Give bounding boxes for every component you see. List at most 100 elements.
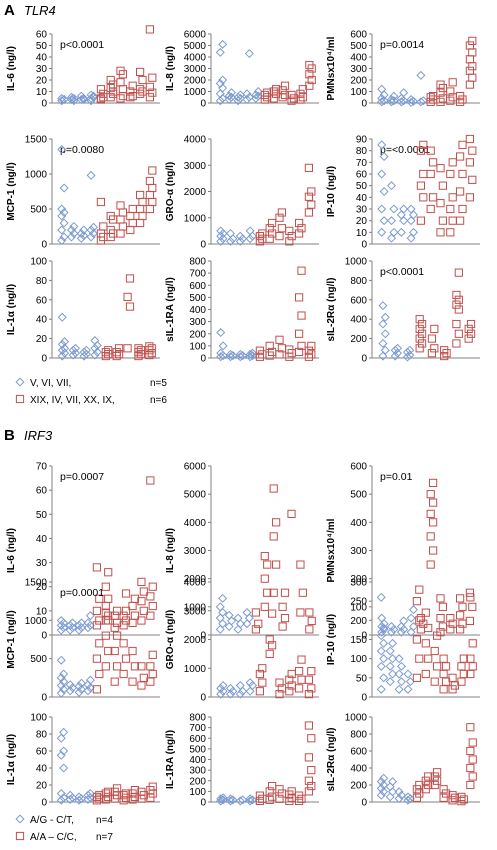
data-point-square bbox=[448, 193, 457, 202]
data-point-diamond bbox=[218, 75, 228, 85]
data-point-square bbox=[147, 344, 156, 353]
data-point-square bbox=[415, 654, 424, 663]
data-point-diamond bbox=[408, 605, 419, 615]
data-point-diamond bbox=[57, 339, 67, 349]
data-point-square bbox=[448, 796, 457, 805]
data-point-square bbox=[251, 608, 260, 617]
data-point-diamond bbox=[379, 673, 389, 683]
data-point-square bbox=[433, 662, 442, 671]
data-point-diamond bbox=[60, 337, 70, 347]
data-point-diamond bbox=[399, 216, 409, 226]
panel-a-gene: TLR4 bbox=[24, 3, 56, 18]
data-point-diamond bbox=[56, 788, 66, 799]
data-point-square bbox=[430, 677, 439, 686]
data-point-diamond bbox=[235, 680, 245, 691]
data-point-square bbox=[277, 224, 286, 233]
data-point-diamond bbox=[251, 93, 261, 103]
data-point-diamond bbox=[379, 186, 389, 197]
data-point-square bbox=[148, 782, 157, 791]
y-tick-label: 800 bbox=[189, 257, 206, 268]
data-point-square bbox=[305, 70, 314, 79]
y-tick-label: 20 bbox=[36, 76, 48, 87]
data-point-square bbox=[465, 41, 474, 50]
data-point-square bbox=[260, 602, 269, 611]
chart-4: 0 1000 2000 3000 4000 GRO-α (ng/l) bbox=[165, 135, 319, 251]
data-point-square bbox=[464, 324, 473, 333]
data-point-square bbox=[92, 621, 101, 630]
data-point-square bbox=[118, 222, 128, 231]
data-point-square bbox=[439, 685, 448, 694]
data-point-diamond bbox=[225, 794, 236, 804]
data-point-diamond bbox=[378, 338, 388, 348]
data-point-square bbox=[148, 197, 157, 207]
data-point-diamond bbox=[416, 97, 426, 107]
data-point-square bbox=[125, 274, 135, 283]
data-point-square bbox=[275, 350, 284, 359]
data-point-diamond bbox=[65, 680, 75, 690]
data-point-diamond bbox=[83, 623, 93, 633]
data-point-diamond bbox=[57, 93, 67, 103]
data-point-diamond bbox=[389, 204, 399, 214]
data-point-square bbox=[106, 75, 115, 85]
data-point-diamond bbox=[79, 95, 89, 105]
data-point-square bbox=[412, 785, 421, 794]
data-point-square bbox=[456, 187, 465, 196]
data-point-diamond bbox=[224, 95, 234, 105]
y-tick-label: 0 bbox=[200, 354, 206, 365]
data-point-diamond bbox=[245, 686, 255, 696]
data-point-square bbox=[295, 796, 304, 806]
data-point-diamond bbox=[56, 625, 66, 635]
data-point-diamond bbox=[245, 234, 255, 244]
data-point-diamond bbox=[59, 763, 69, 773]
data-point-diamond bbox=[74, 687, 84, 697]
data-point-square bbox=[136, 190, 145, 200]
y-tick-label: 0 bbox=[200, 99, 206, 110]
data-point-square bbox=[136, 204, 145, 214]
data-point-square bbox=[146, 476, 155, 485]
data-point-square bbox=[263, 588, 272, 597]
legend-label: V, VI, VII, bbox=[30, 378, 71, 389]
data-point-square bbox=[307, 75, 316, 85]
data-point-diamond bbox=[69, 221, 79, 232]
y-tick-label: 200 bbox=[350, 781, 367, 792]
data-point-square bbox=[148, 88, 157, 97]
data-point-square bbox=[417, 329, 427, 338]
data-point-square bbox=[426, 146, 435, 155]
data-point-diamond bbox=[379, 638, 389, 648]
y-tick-label: 10 bbox=[36, 606, 48, 617]
data-point-diamond bbox=[216, 689, 226, 699]
data-point-square bbox=[456, 97, 465, 106]
data-point-square bbox=[430, 324, 439, 333]
data-point-square bbox=[110, 611, 119, 620]
data-point-square bbox=[109, 87, 118, 96]
data-point-square bbox=[468, 146, 477, 155]
data-point-square bbox=[295, 293, 304, 302]
y-tick-label: 100 bbox=[189, 787, 206, 798]
data-point-diamond bbox=[76, 228, 86, 239]
y-tick-label: 10 bbox=[36, 87, 48, 98]
data-point-diamond bbox=[376, 777, 386, 787]
y-tick-label: 500 bbox=[30, 205, 47, 216]
data-point-square bbox=[297, 675, 306, 684]
data-point-square bbox=[145, 342, 154, 351]
data-point-square bbox=[427, 349, 437, 358]
chart-13: 0 1000 2000 3000 4000 GRO-α (ng/l) bbox=[165, 578, 319, 704]
y-axis-label: IL-6 (ng/l) bbox=[6, 46, 17, 91]
y-tick-label: 500 bbox=[189, 293, 206, 304]
data-point-diamond bbox=[389, 227, 399, 237]
data-point-square bbox=[275, 678, 284, 687]
data-point-square bbox=[305, 60, 314, 70]
data-point-diamond bbox=[56, 795, 66, 805]
data-point-diamond bbox=[57, 144, 67, 155]
data-point-diamond bbox=[86, 170, 96, 180]
y-tick-label: 2000 bbox=[184, 635, 207, 646]
y-axis-label: IP-10 (ng/l) bbox=[326, 614, 337, 665]
data-point-square bbox=[255, 352, 264, 361]
data-point-diamond bbox=[377, 84, 387, 94]
data-point-square bbox=[125, 302, 135, 311]
data-point-square bbox=[275, 785, 284, 794]
data-point-square bbox=[296, 560, 305, 569]
data-point-diamond bbox=[379, 654, 389, 664]
